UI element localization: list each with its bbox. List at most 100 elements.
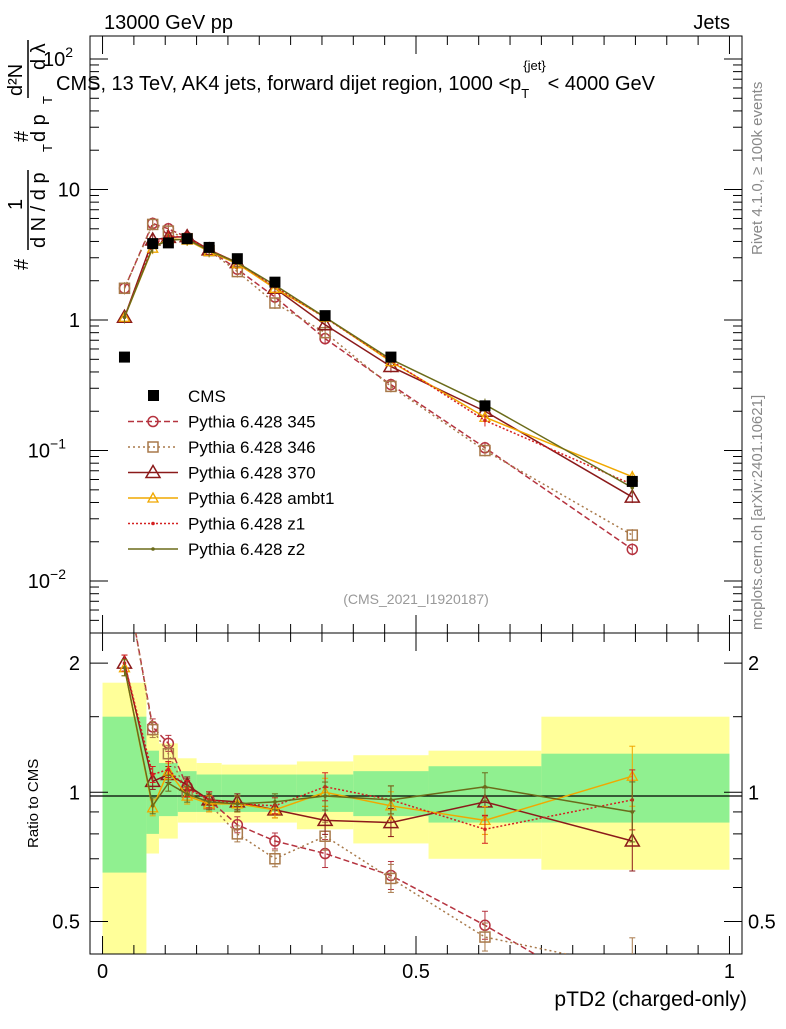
data-point bbox=[479, 444, 491, 457]
ratio-yticks: 2 2 1 1 0.5 0.5 bbox=[52, 653, 776, 933]
cms-point bbox=[319, 310, 331, 322]
ratio-point bbox=[273, 800, 277, 804]
cms-point bbox=[231, 253, 243, 265]
series-p370 bbox=[116, 228, 641, 504]
rivet-credit: Rivet 4.1.0, ≥ 100k events bbox=[749, 82, 766, 255]
ratio-panel: 2 21 10.5 0.5 0 0.5 1 Ratio to CMS pTD2 (char… bbox=[25, 565, 776, 1011]
legend-marker-cms bbox=[148, 390, 159, 401]
ratio-point bbox=[166, 767, 171, 772]
cms-point bbox=[626, 475, 638, 487]
cms-point bbox=[479, 400, 491, 412]
ratio-point bbox=[119, 565, 129, 575]
legend-label-cms: CMS bbox=[188, 387, 226, 406]
main-ytick-label: 102 bbox=[43, 44, 73, 71]
ratio-point bbox=[382, 814, 400, 829]
legend-label: Pythia 6.428 346 bbox=[188, 438, 316, 457]
data-point bbox=[118, 282, 131, 295]
xtick-label: 0 bbox=[97, 961, 108, 983]
ratio-point bbox=[483, 784, 487, 789]
data-point bbox=[626, 529, 639, 541]
data-point bbox=[122, 315, 127, 320]
ratio-point bbox=[483, 827, 487, 832]
mcplots-credit: mcplots.cern.ch [arXiv:2401.10621] bbox=[749, 395, 766, 630]
ratio-point bbox=[630, 810, 635, 814]
cms-point bbox=[385, 351, 397, 363]
legend-item-p346: Pythia 6.428 346 bbox=[128, 438, 316, 457]
plot-title: CMS, 13 TeV, AK4 jets, forward dijet reg… bbox=[56, 58, 656, 101]
band-stat bbox=[541, 753, 730, 823]
ratio-point bbox=[144, 772, 161, 788]
header-right: Jets bbox=[693, 12, 730, 34]
legend-marker bbox=[151, 547, 155, 551]
series-line-p370 bbox=[123, 235, 633, 498]
data-point bbox=[316, 316, 334, 331]
cms-point bbox=[118, 351, 130, 363]
ratio-ytick-label: 2 bbox=[69, 653, 80, 675]
legend-marker bbox=[144, 464, 162, 479]
ratio-point bbox=[166, 781, 171, 785]
xaxis-label: pTD2 (charged-only) bbox=[554, 988, 747, 1011]
legend-marker bbox=[147, 441, 159, 453]
legend-marker bbox=[147, 415, 159, 428]
data-point bbox=[385, 380, 397, 393]
ratio-ytick-label-right: 1 bbox=[748, 782, 759, 804]
legend-marker bbox=[151, 521, 155, 526]
legend-item-z2: Pythia 6.428 z2 bbox=[128, 540, 305, 559]
ratio-point bbox=[207, 800, 211, 804]
header-left: 13000 GeV pp bbox=[104, 12, 233, 34]
ratio-point bbox=[231, 828, 244, 840]
cms-point bbox=[162, 237, 174, 249]
main-ytick-label: 10−1 bbox=[28, 436, 66, 463]
ratio-point bbox=[119, 565, 129, 575]
ratio-point bbox=[385, 872, 397, 885]
xtick-label: 1 bbox=[724, 961, 735, 983]
data-point bbox=[483, 418, 487, 423]
main-ytick-label: 1 bbox=[69, 310, 80, 332]
ylabel-dn-sub: T bbox=[40, 144, 55, 152]
main-xticks bbox=[102, 36, 730, 633]
ratio-point bbox=[185, 792, 189, 796]
data-point bbox=[623, 488, 641, 503]
ratio-point bbox=[235, 802, 240, 806]
plot-title-suffix: < 4000 GeV bbox=[548, 73, 656, 95]
ratio-point bbox=[269, 853, 281, 865]
ylabel-hash-2: # bbox=[11, 130, 33, 142]
legend-item-cms: CMS bbox=[148, 387, 226, 406]
ratio-point bbox=[479, 931, 491, 943]
ratio-ytick-label-right: 2 bbox=[748, 653, 759, 675]
ratio-point bbox=[150, 804, 155, 808]
series-cms bbox=[118, 233, 638, 487]
legend-label: Pythia 6.428 z1 bbox=[188, 515, 305, 534]
plot-title-sup: {jet} bbox=[523, 58, 546, 73]
ylabel-dpt-sub: T bbox=[40, 96, 55, 104]
ylabel-one: 1 bbox=[5, 199, 27, 210]
data-point bbox=[269, 297, 281, 309]
main-series bbox=[116, 217, 641, 556]
plot-title-sub: T bbox=[521, 86, 529, 101]
data-point bbox=[146, 218, 159, 231]
legend-marker bbox=[146, 491, 160, 503]
xtick-label: 0.5 bbox=[402, 961, 430, 983]
ylabel-hash-1: # bbox=[11, 258, 33, 270]
ratio-ytick-label: 1 bbox=[69, 782, 80, 804]
ratio-xticks: 0 0.5 1 bbox=[97, 633, 735, 983]
ratio-point bbox=[162, 747, 175, 760]
plot-title-prefix: CMS, 13 TeV, AK4 jets, forward dijet reg… bbox=[56, 73, 521, 95]
ratio-point bbox=[623, 832, 641, 847]
ratio-point bbox=[146, 723, 159, 736]
cms-point bbox=[203, 241, 215, 253]
main-ylabel: # 1 d N / d p T # d p T d²N d λ bbox=[5, 40, 55, 270]
data-point bbox=[626, 543, 639, 556]
legend-item-p370: Pythia 6.428 370 bbox=[128, 464, 316, 483]
ratio-point bbox=[316, 811, 334, 827]
ratio-point bbox=[389, 798, 393, 802]
ylabel-dpt: d p bbox=[28, 114, 50, 142]
analysis-tag: (CMS_2021_I1920187) bbox=[343, 591, 489, 607]
ylabel-dlambda: d λ bbox=[28, 43, 50, 70]
ylabel-d2n: d²N bbox=[5, 64, 27, 96]
legend-item-z1: Pythia 6.428 z1 bbox=[128, 515, 305, 534]
cms-point bbox=[147, 238, 159, 250]
main-ytick-label: 10−2 bbox=[28, 566, 66, 593]
main-panel: 102 10 1 10−1 10−2 CMS, 13 TeV, AK4 jets, fo… bbox=[28, 35, 743, 634]
